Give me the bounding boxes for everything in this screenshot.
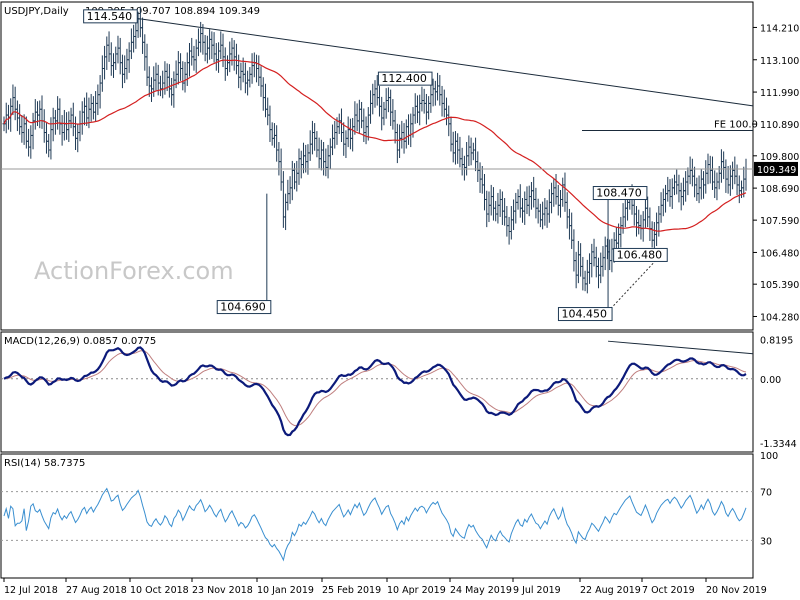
date-tick-label: 27 Aug 2018: [66, 585, 127, 596]
trendline: [133, 17, 754, 107]
date-tick-label: 10 Jan 2019: [257, 585, 314, 596]
svg-text:112.400: 112.400: [381, 72, 427, 85]
date-tick-label: 10 Oct 2018: [130, 585, 189, 596]
price-annotation: 108.470: [592, 186, 648, 201]
svg-text:104.690: 104.690: [220, 301, 266, 314]
fe-label: FE 100.0: [714, 119, 758, 130]
watermark: ActionForex.com: [34, 257, 234, 285]
date-tick-label: 12 Jul 2018: [4, 585, 58, 596]
price-tick-label: 108.690: [760, 184, 799, 195]
date-tick-label: 23 Nov 2018: [192, 585, 253, 596]
date-tick-label: 22 Aug 2019: [580, 585, 641, 596]
date-tick-label: 25 Feb 2019: [322, 585, 381, 596]
date-tick-label: 7 Oct 2019: [642, 585, 695, 596]
macd-trendline: [608, 340, 754, 355]
sma-line: [3, 59, 747, 232]
price-tick-label: 111.990: [760, 88, 799, 99]
macd-tick-label: 0.8195: [760, 335, 793, 346]
date-tick-label: 10 Apr 2019: [387, 585, 446, 596]
price-panel: [0, 1, 754, 331]
svg-text:106.480: 106.480: [617, 248, 663, 261]
price-tick-label: 105.390: [760, 280, 799, 291]
last-price-label: 109.349: [757, 165, 796, 176]
price-annotation: 104.450: [557, 307, 613, 322]
rsi-tick-label: 70: [760, 488, 772, 499]
macd-line: [3, 346, 747, 437]
chart-header-symbol: USDJPY,Daily: [4, 6, 69, 17]
svg-text:114.540: 114.540: [87, 10, 133, 23]
macd-tick-label: -1.3344: [760, 439, 797, 450]
projection-line: [607, 252, 664, 312]
price-annotation: 114.540: [83, 9, 138, 24]
rsi-label: RSI(14) 58.7375: [4, 458, 85, 469]
svg-text:104.450: 104.450: [561, 308, 607, 321]
date-tick-label: 24 May 2019: [450, 585, 512, 596]
rsi-line: [3, 487, 747, 562]
macd-tick-label: 0.00: [760, 375, 781, 386]
price-tick-label: 104.280: [760, 312, 799, 323]
chart-header-ohlc: 109.295 109.707 108.894 109.349: [85, 6, 260, 17]
price-annotation: 112.400: [377, 71, 433, 86]
price-tick-label: 113.100: [760, 56, 799, 67]
date-tick-label: 20 Nov 2019: [706, 585, 767, 596]
macd-label: MACD(12,26,9) 0.0857 0.0775: [4, 336, 156, 347]
price-annotation: 106.480: [613, 247, 668, 262]
rsi-tick-label: 30: [760, 536, 772, 547]
price-annotation: 104.690: [216, 300, 272, 315]
price-tick-label: 107.590: [760, 216, 799, 227]
date-tick-label: 9 Jul 2019: [513, 585, 561, 596]
price-tick-label: 114.210: [760, 23, 799, 34]
rsi-panel: [0, 453, 754, 579]
svg-text:108.470: 108.470: [596, 187, 642, 200]
last-price-box: [754, 161, 798, 176]
price-tick-label: 110.890: [760, 120, 799, 131]
price-tick-label: 106.480: [760, 248, 799, 259]
rsi-tick-label: 100: [760, 451, 778, 462]
price-tick-label: 109.800: [760, 152, 799, 163]
macd-panel: [0, 331, 754, 453]
